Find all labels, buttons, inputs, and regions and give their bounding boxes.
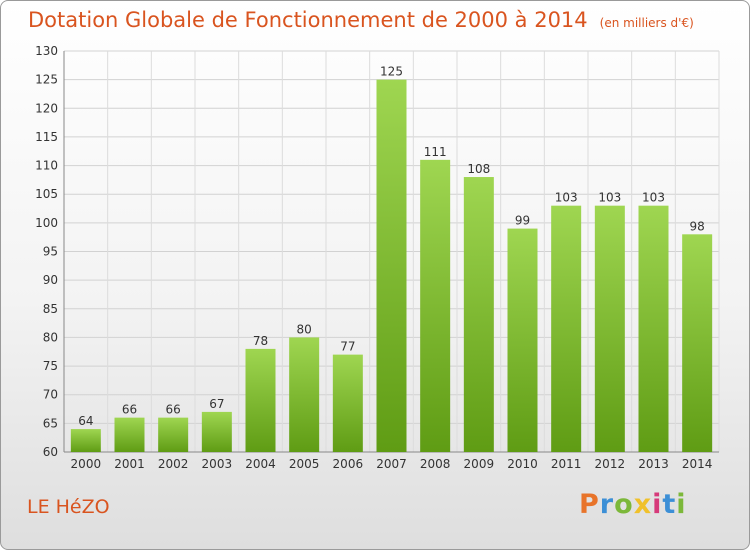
y-tick-label: 80 — [43, 330, 58, 344]
logo-letter: o — [614, 489, 634, 520]
bar-2001 — [114, 417, 145, 452]
x-tick-label: 2011 — [551, 457, 582, 471]
bar-2005 — [289, 337, 320, 452]
value-label: 103 — [642, 191, 665, 205]
value-label: 103 — [555, 191, 578, 205]
x-tick-label: 2004 — [245, 457, 276, 471]
bar-2000 — [70, 429, 101, 452]
y-tick-label: 125 — [35, 73, 58, 87]
logo-letter: r — [599, 489, 615, 520]
value-label: 66 — [166, 403, 181, 417]
logo-letter: x — [633, 489, 653, 520]
y-tick-label: 70 — [43, 388, 58, 402]
y-tick-label: 65 — [43, 416, 58, 430]
bar-2010 — [507, 228, 538, 452]
bar-2013 — [638, 205, 669, 452]
bar-2003 — [201, 411, 232, 452]
y-tick-label: 85 — [43, 302, 58, 316]
y-tick-label: 110 — [35, 159, 58, 173]
y-tick-label: 60 — [43, 445, 58, 459]
y-tick-label: 130 — [35, 44, 58, 58]
bar-2011 — [551, 205, 582, 452]
y-tick-label: 90 — [43, 273, 58, 287]
town-name: LE HéZO — [27, 496, 110, 518]
x-tick-label: 2012 — [595, 457, 626, 471]
x-tick-label: 2009 — [464, 457, 495, 471]
chart-title: Dotation Globale de Fonctionnement de 20… — [28, 8, 694, 32]
bar-2002 — [158, 417, 189, 452]
y-tick-label: 100 — [35, 216, 58, 230]
x-tick-label: 2001 — [114, 457, 145, 471]
value-label: 66 — [122, 403, 137, 417]
bar-2008 — [420, 159, 451, 453]
value-label: 67 — [209, 397, 224, 411]
value-label: 103 — [598, 191, 621, 205]
logo-letter: t — [662, 489, 677, 520]
y-tick-label: 105 — [35, 187, 58, 201]
bars — [70, 79, 713, 453]
proxiti-logo: Proxiti — [579, 489, 687, 520]
x-tick-label: 2002 — [158, 457, 189, 471]
labels: 60 65 70 75 80 85 90 95 100 105 110 115 120 125 130 64 2… — [35, 44, 712, 471]
bar-2012 — [594, 205, 625, 452]
value-label: 98 — [690, 219, 705, 233]
bar-2006 — [332, 354, 363, 452]
x-tick-label: 2006 — [333, 457, 364, 471]
y-tick-label: 75 — [43, 359, 58, 373]
value-label: 108 — [467, 162, 490, 176]
value-label: 64 — [78, 414, 93, 428]
value-label: 80 — [297, 322, 312, 336]
x-tick-label: 2003 — [202, 457, 233, 471]
x-tick-label: 2013 — [638, 457, 669, 471]
x-tick-label: 2000 — [71, 457, 102, 471]
bar-2009 — [463, 177, 494, 452]
x-tick-label: 2008 — [420, 457, 451, 471]
value-label: 111 — [424, 145, 447, 159]
bar-2014 — [682, 234, 713, 452]
x-tick-label: 2010 — [507, 457, 538, 471]
y-tick-label: 95 — [43, 245, 58, 259]
logo-letter: P — [579, 489, 600, 520]
bar-2007 — [376, 79, 407, 453]
value-label: 99 — [515, 214, 530, 228]
x-tick-label: 2014 — [682, 457, 713, 471]
x-tick-label: 2005 — [289, 457, 320, 471]
bar-2004 — [245, 348, 276, 452]
value-label: 78 — [253, 334, 268, 348]
y-tick-label: 115 — [35, 130, 58, 144]
logo-letter: i — [652, 489, 663, 520]
x-tick-label: 2007 — [376, 457, 407, 471]
value-label: 125 — [380, 65, 403, 79]
title-main: Dotation Globale de Fonctionnement de 20… — [28, 8, 588, 32]
logo-letter: i — [676, 489, 687, 520]
y-tick-label: 120 — [35, 101, 58, 115]
title-unit: (en milliers d'€) — [599, 16, 694, 30]
value-label: 77 — [340, 340, 355, 354]
